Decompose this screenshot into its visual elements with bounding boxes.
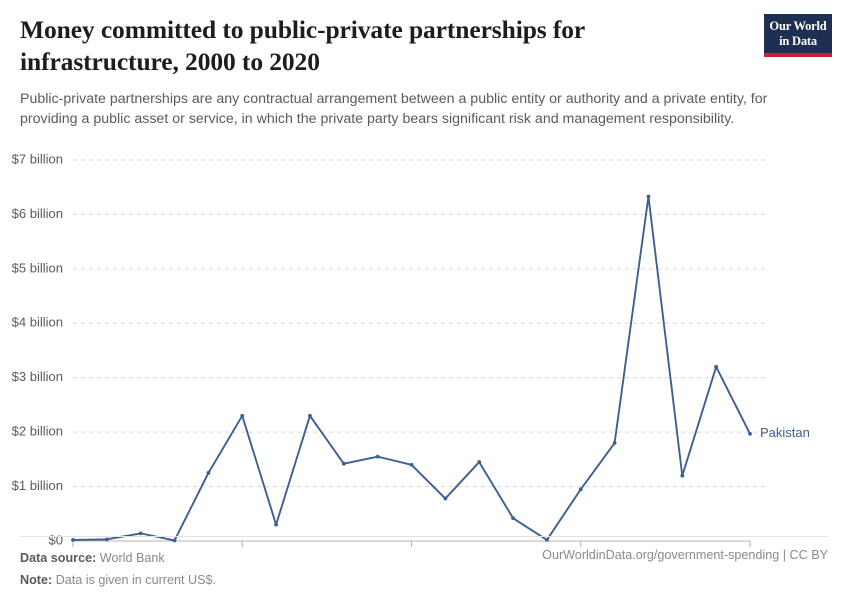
y-axis-tick-label: $2 billion — [12, 424, 63, 439]
y-axis-tick-label: $6 billion — [12, 206, 63, 221]
data-point[interactable] — [341, 461, 346, 466]
y-axis-tick-label: $5 billion — [12, 260, 63, 275]
data-source-row: Data source: World Bank — [20, 548, 216, 570]
footer-source-block: Data source: World Bank Note: Data is gi… — [20, 548, 216, 591]
data-point[interactable] — [308, 413, 312, 418]
note-value: Data is given in current US$. — [55, 572, 216, 587]
owid-logo[interactable]: Our World in Data — [764, 14, 832, 57]
gridlines-group — [73, 159, 768, 488]
data-point[interactable] — [375, 454, 380, 459]
data-point[interactable] — [274, 522, 278, 527]
data-point[interactable] — [545, 538, 549, 542]
series-end-label[interactable]: Pakistan — [760, 425, 810, 440]
data-point[interactable] — [511, 516, 515, 521]
attribution-link[interactable]: OurWorldinData.org/government-spending |… — [542, 548, 828, 562]
data-source-value[interactable]: World Bank — [99, 551, 165, 565]
data-point[interactable] — [138, 531, 143, 536]
data-point[interactable] — [104, 537, 109, 542]
x-axis-group: 20002005201020152020 — [72, 540, 751, 548]
data-point[interactable] — [240, 413, 245, 418]
page-title: Money committed to public-private partne… — [20, 15, 585, 76]
data-point[interactable] — [748, 431, 752, 436]
note-label: Note: — [20, 572, 53, 587]
data-point[interactable] — [646, 194, 651, 199]
data-point[interactable] — [71, 538, 75, 542]
chart-subtitle: Public-private partnerships are any cont… — [20, 90, 768, 127]
y-axis-labels-group: $0$1 billion$2 billion$3 billion$4 billi… — [12, 152, 63, 548]
data-point[interactable] — [680, 473, 685, 478]
owid-logo-line1: Our World — [769, 19, 827, 33]
data-point[interactable] — [714, 364, 719, 369]
y-axis-tick-label: $3 billion — [12, 369, 63, 384]
data-point[interactable] — [612, 441, 617, 445]
y-axis-tick-label: $4 billion — [12, 315, 63, 330]
line-chart-svg: $0$1 billion$2 billion$3 billion$4 billi… — [12, 152, 810, 548]
y-axis-tick-label: $1 billion — [12, 478, 63, 493]
data-point[interactable] — [443, 496, 448, 501]
owid-logo-line2: in Data — [779, 33, 817, 48]
data-point[interactable] — [206, 471, 211, 475]
y-axis-tick-label: $7 billion — [12, 152, 63, 167]
chart-header: Money committed to public-private partne… — [0, 0, 850, 129]
series-group — [71, 194, 752, 543]
series-line-pakistan[interactable] — [72, 195, 751, 542]
plot-area: $0 $1 billion $2 billion $3 billion $4 billi… — [0, 129, 850, 548]
series-end-label-group: Pakistan — [760, 425, 810, 440]
footer-divider — [20, 536, 828, 537]
data-point[interactable] — [578, 487, 583, 492]
note-row: Note: Data is given in current US$. — [20, 570, 216, 592]
data-point[interactable] — [477, 460, 482, 465]
data-point[interactable] — [172, 538, 177, 543]
data-source-label: Data source: — [20, 551, 97, 565]
chart-footer: Data source: World Bank Note: Data is gi… — [0, 536, 850, 600]
data-point[interactable] — [409, 462, 414, 467]
